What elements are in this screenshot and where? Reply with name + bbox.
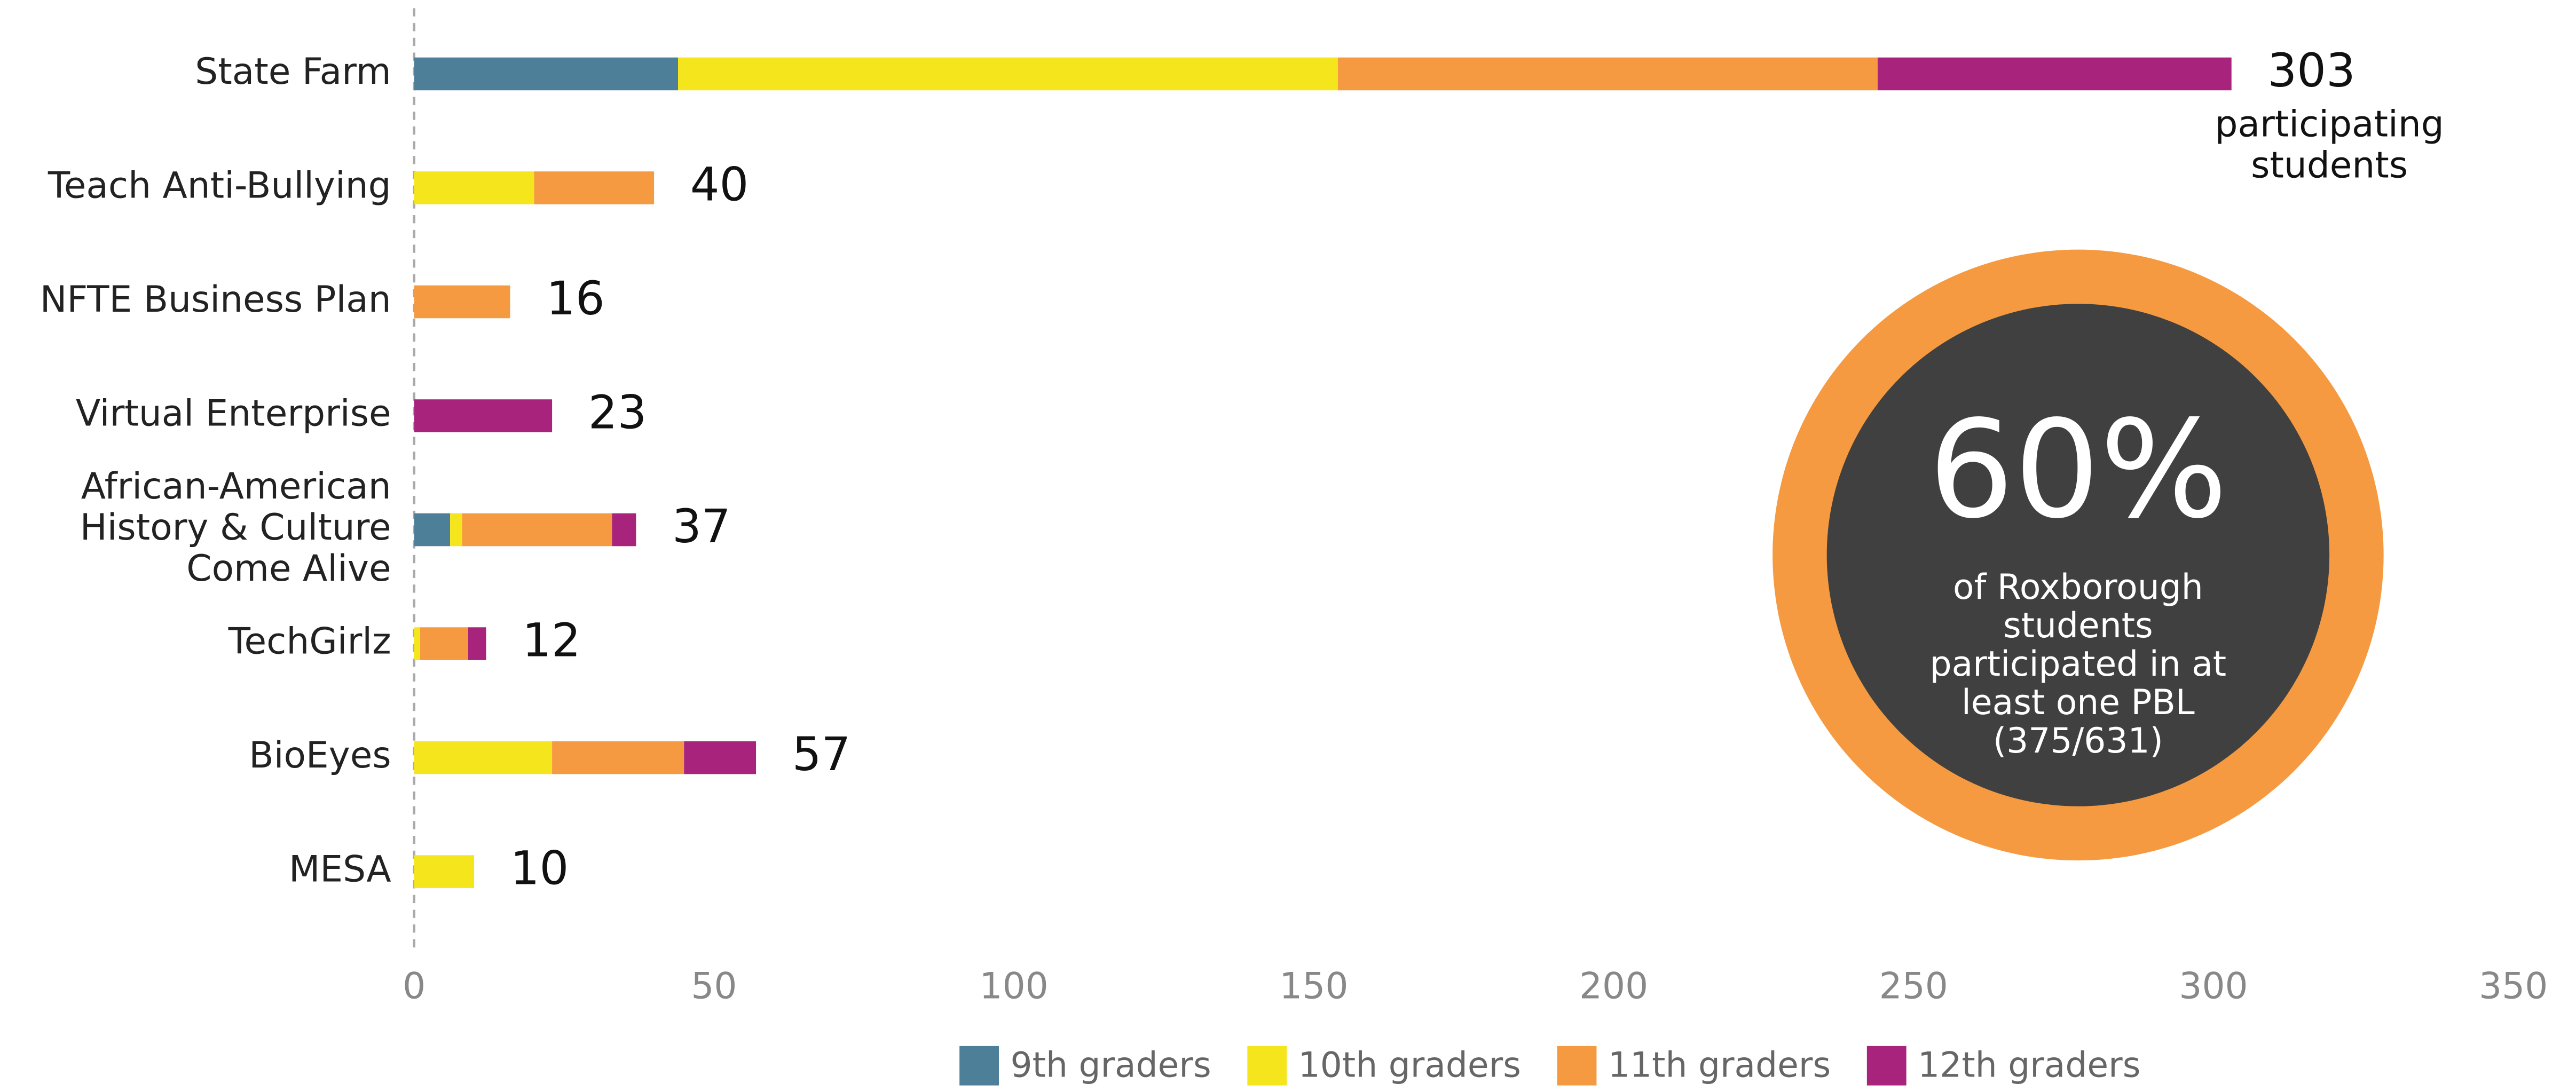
category-label: BioEyes	[249, 734, 391, 776]
legend-label: 10th graders	[1298, 1045, 1521, 1085]
bar-segment	[414, 285, 510, 319]
bar-segment	[450, 513, 462, 547]
total-label: 12	[522, 614, 581, 668]
callout-disc	[1826, 304, 2330, 806]
bar-segment	[414, 513, 451, 547]
total-label: 10	[510, 842, 569, 896]
callout-value: 60%	[1928, 392, 2228, 548]
x-tick-label: 0	[403, 965, 426, 1007]
total-label: 16	[546, 272, 605, 326]
total-label: 40	[690, 158, 749, 211]
bar-segment	[612, 513, 636, 547]
bar-segment	[684, 741, 757, 774]
bar-segment	[414, 399, 553, 432]
bar-segment	[678, 57, 1338, 91]
category-label: History & Culture	[80, 506, 391, 548]
total-annotation: students	[2251, 144, 2408, 186]
bar-segment	[420, 627, 468, 660]
callout-text: participated in at	[1930, 644, 2227, 684]
legend-swatch	[1557, 1046, 1597, 1086]
legend-swatch	[1247, 1046, 1287, 1086]
x-tick-label: 250	[1879, 965, 1948, 1007]
bar-segment	[534, 171, 655, 204]
legend-label: 9th graders	[1011, 1045, 1211, 1085]
total-label: 37	[672, 500, 731, 553]
bar-segment	[1877, 57, 2232, 91]
category-label: State Farm	[195, 50, 391, 92]
total-label: 23	[588, 386, 647, 439]
category-label: NFTE Business Plan	[40, 278, 391, 320]
legend-swatch	[959, 1046, 999, 1086]
bar-segment	[414, 741, 553, 774]
legend-label: 11th graders	[1608, 1045, 1831, 1085]
category-label: African-American	[81, 465, 391, 507]
x-tick-label: 100	[980, 965, 1049, 1007]
category-label: MESA	[289, 848, 391, 890]
callout-text: students	[2003, 606, 2153, 646]
bar-segment	[552, 741, 684, 774]
total-annotation: participating	[2215, 102, 2444, 145]
callout-text: of Roxborough	[1953, 567, 2203, 607]
x-tick-label: 200	[1579, 965, 1648, 1007]
x-tick-label: 350	[2479, 965, 2548, 1007]
category-label: Virtual Enterprise	[76, 392, 391, 434]
total-label: 57	[792, 728, 851, 781]
bar-segment	[414, 627, 420, 660]
bar-segment	[468, 627, 486, 660]
legend-swatch	[1866, 1046, 1907, 1086]
total-label: 303	[2267, 44, 2355, 98]
bar-segment	[414, 171, 534, 204]
category-label: TechGirlz	[228, 620, 391, 662]
category-label: Teach Anti-Bullying	[48, 164, 391, 207]
category-label: Come Alive	[186, 547, 391, 589]
bar-segment	[414, 57, 679, 91]
bar-segment	[462, 513, 612, 547]
x-tick-label: 50	[691, 965, 737, 1007]
callout-text: least one PBL	[1961, 683, 2195, 723]
bar-segment	[1337, 57, 1878, 91]
legend-label: 12th graders	[1918, 1045, 2140, 1085]
x-tick-label: 150	[1279, 965, 1348, 1007]
bar-segment	[414, 855, 475, 888]
callout-text: (375/631)	[1993, 721, 2163, 761]
x-tick-label: 300	[2179, 965, 2248, 1007]
